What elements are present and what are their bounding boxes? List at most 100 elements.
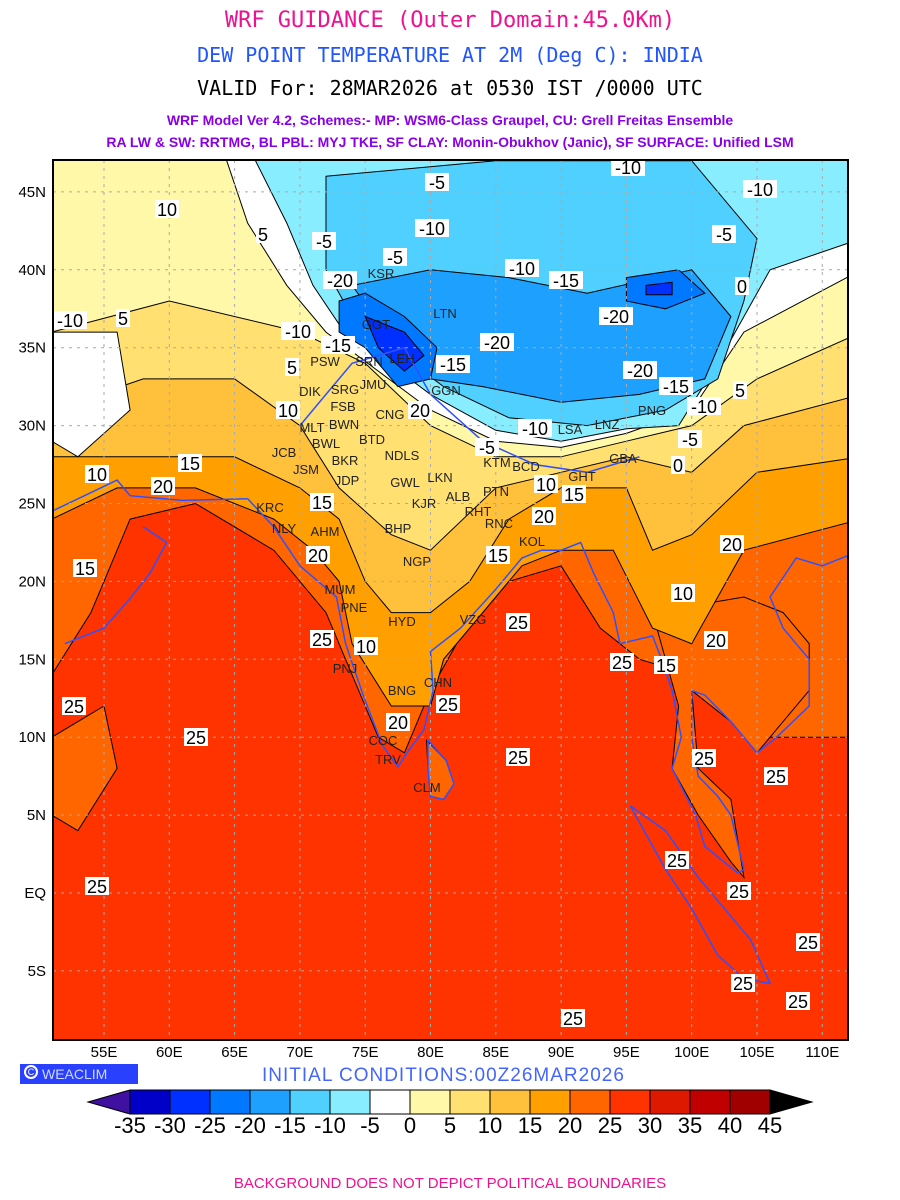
- lon-label: 65E: [221, 1044, 248, 1061]
- lat-label: EQ: [24, 885, 46, 902]
- contour-label-box: [599, 307, 633, 325]
- contour-label-box: [659, 377, 693, 395]
- city-label: BKR: [332, 453, 359, 468]
- contour-label-box: [85, 465, 109, 483]
- city-label: JCB: [272, 445, 297, 460]
- contour-label: 5: [735, 381, 745, 401]
- contour-label-box: [178, 454, 202, 472]
- contour-label: 10: [673, 584, 693, 604]
- contour-label: -10: [509, 259, 535, 279]
- contour-label-box: [733, 381, 747, 399]
- colorbar-swatch: [569, 1089, 611, 1115]
- contour-label-box: [561, 1009, 585, 1027]
- contour-label: 25: [694, 749, 714, 769]
- contour-label: -5: [479, 438, 495, 458]
- contour-label: 25: [87, 877, 107, 897]
- contour-label: -20: [627, 361, 653, 381]
- lat-label: 5S: [28, 963, 46, 980]
- contour-label-box: [712, 225, 736, 243]
- city-label: PSW: [310, 354, 340, 369]
- contour-label-box: [310, 630, 334, 648]
- city-label: BNG: [388, 683, 416, 698]
- city-label: GGN: [431, 383, 461, 398]
- city-label: KRC: [256, 500, 283, 515]
- contour-label: 25: [563, 1009, 583, 1029]
- lat-label: 45N: [18, 184, 46, 201]
- coastline: [53, 479, 248, 512]
- contour-label-box: [116, 309, 130, 327]
- contour-label: 25: [438, 695, 458, 715]
- city-label: LEH: [389, 351, 414, 366]
- weaclim-watermark: C WEACLIM: [20, 1064, 138, 1084]
- contour-label: -10: [285, 322, 311, 342]
- contour-label-box: [312, 232, 336, 250]
- contour-label: -20: [327, 271, 353, 291]
- contour-label: -10: [419, 219, 445, 239]
- contour-label: 15: [312, 493, 332, 513]
- city-label: JDP: [335, 473, 360, 488]
- city-label: VZG: [460, 612, 487, 627]
- colorbar-swatch: [529, 1089, 571, 1115]
- contour-label: -5: [387, 248, 403, 268]
- lon-label: 85E: [482, 1044, 509, 1061]
- city-label: HYD: [388, 614, 415, 629]
- city-label: CHN: [424, 675, 452, 690]
- colorbar-swatch: [729, 1089, 771, 1115]
- contour-label-box: [383, 248, 407, 266]
- lon-label: 55E: [91, 1044, 118, 1061]
- lon-label: 70E: [287, 1044, 314, 1061]
- contour-label: 0: [673, 456, 683, 476]
- contour-label-box: [506, 748, 530, 766]
- contour-label-box: [506, 613, 530, 631]
- colorbar-over-arrow: [769, 1089, 814, 1115]
- contour-label: 25: [798, 933, 818, 953]
- city-label: AHM: [311, 524, 340, 539]
- contour-label-box: [386, 713, 410, 731]
- lon-label: 80E: [417, 1044, 444, 1061]
- city-label: COC: [369, 733, 398, 748]
- contour-label-box: [611, 160, 645, 176]
- contour-label-box: [654, 656, 678, 674]
- city-label: JSM: [293, 462, 319, 477]
- contour-label: -10: [691, 397, 717, 417]
- city-label: NLY: [272, 521, 297, 536]
- contour-label-box: [85, 877, 109, 895]
- city-label: RHT: [465, 504, 492, 519]
- colorbar-swatch: [649, 1089, 691, 1115]
- contour-label: 15: [75, 559, 95, 579]
- city-label: MLT: [299, 420, 324, 435]
- city-label: CLM: [413, 780, 440, 795]
- lat-label: 40N: [18, 262, 46, 279]
- dew-point-band: [645, 281, 673, 296]
- city-label: SRN: [355, 354, 382, 369]
- contour-label-box: [425, 173, 449, 191]
- contour-label: 20: [308, 546, 328, 566]
- watermark-label: WEACLIM: [42, 1066, 108, 1082]
- contour-label: 20: [706, 631, 726, 651]
- colorbar-label: 20: [558, 1113, 582, 1138]
- contour-label-box: [321, 336, 355, 354]
- contour-label: 25: [612, 653, 632, 673]
- valid-time: VALID For: 28MAR2026 at 0530 IST /0000 U…: [197, 76, 703, 100]
- contour-label-box: [408, 401, 432, 419]
- contour-label: 10: [356, 637, 376, 657]
- contour-label: 25: [64, 697, 84, 717]
- city-label: CNG: [376, 407, 405, 422]
- contour-label-box: [475, 438, 499, 456]
- colorbar-swatch: [249, 1089, 291, 1115]
- contour-label-box: [436, 355, 470, 373]
- contour-label-box: [731, 974, 755, 992]
- colorbar-label: -5: [360, 1113, 380, 1138]
- colorbar-label: -30: [154, 1113, 186, 1138]
- contour-label: -15: [325, 336, 351, 356]
- city-label: PTN: [483, 484, 509, 499]
- colorbar-label: 35: [678, 1113, 702, 1138]
- contour-label-box: [155, 200, 179, 218]
- contour-label-box: [486, 546, 510, 564]
- lon-label: 90E: [548, 1044, 575, 1061]
- chart-subtitle: DEW POINT TEMPERATURE AT 2M (Deg C): IND…: [197, 43, 703, 67]
- city-label: PNE: [341, 600, 368, 615]
- contour-label: 5: [287, 358, 297, 378]
- city-label: FSB: [330, 399, 355, 414]
